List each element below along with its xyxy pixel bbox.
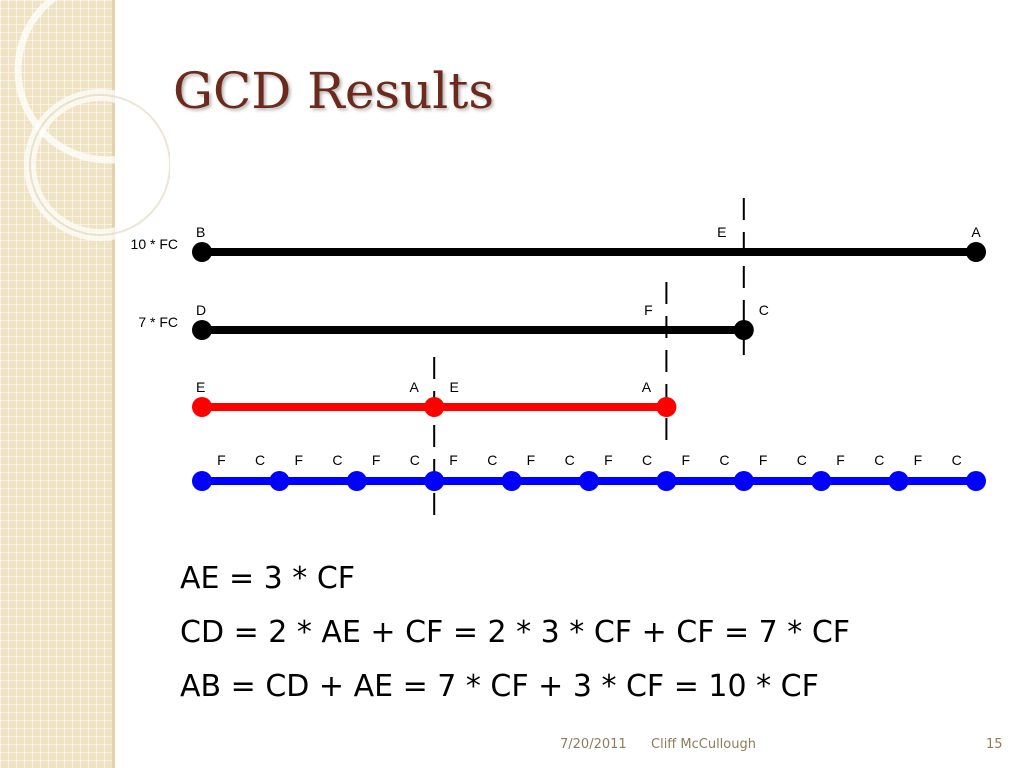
cf-point-dot [966, 471, 986, 491]
cf-point-label-c: C [332, 452, 342, 468]
ae-point-label-a: A [642, 379, 652, 395]
footer-author: Cliff McCullough [651, 737, 756, 752]
cf-point-dot [424, 471, 445, 491]
cf-point-label-f: F [759, 452, 768, 468]
ae-point-dot [192, 397, 212, 417]
cf-point-label-c: C [255, 452, 265, 468]
cd-point-label-c: C [759, 302, 769, 318]
cf-point-dot [811, 471, 832, 491]
equation-cd: CD = 2 * AE + CF = 2 * 3 * CF + CF = 7 *… [180, 615, 851, 650]
cf-point-label-c: C [719, 452, 729, 468]
cf-point-dot [656, 471, 677, 491]
cf-point-label-f: F [372, 452, 381, 468]
ae-point-label-a: A [410, 379, 420, 395]
cf-point-label-f: F [217, 452, 226, 468]
cd-row-label: 7 * FC [138, 314, 178, 330]
sidebar-edge [112, 0, 115, 768]
ab-point-label-b: B [196, 224, 205, 240]
cf-point-dot [888, 471, 909, 491]
ae-point-dot [656, 397, 677, 417]
ae-point-dot [424, 397, 445, 417]
cf-point-label-f: F [836, 452, 845, 468]
ab-point-label-a: A [971, 224, 981, 240]
decorative-rings [14, 0, 170, 241]
decorative-sidebar [0, 0, 112, 768]
cf-point-label-f: F [914, 452, 923, 468]
cf-point-dot [269, 471, 290, 491]
ab-point-dot [192, 242, 212, 262]
cd-point-label-d: D [196, 302, 206, 318]
footer-date: 7/20/2011 [560, 737, 627, 752]
cf-point-label-c: C [487, 452, 497, 468]
ring-small-outline [29, 94, 170, 236]
cf-point-dot [346, 471, 367, 491]
cf-point-label-c: C [797, 452, 807, 468]
cf-point-dot [733, 471, 754, 491]
footer-page-number: 15 [986, 737, 1003, 752]
cd-point-dot [192, 320, 212, 340]
ae-point-label-e: E [450, 379, 459, 395]
cf-point-label-f: F [294, 452, 303, 468]
cf-point-label-c: C [874, 452, 884, 468]
ab-point-label-e: E [717, 224, 726, 240]
equation-ab: AB = CD + AE = 7 * CF + 3 * CF = 10 * CF [180, 669, 819, 704]
cd-point-label-f: F [644, 302, 653, 318]
cf-point-label-f: F [604, 452, 613, 468]
cf-point-label-c: C [642, 452, 652, 468]
ring-small [24, 89, 170, 241]
cf-point-label-f: F [527, 452, 536, 468]
cf-point-label-f: F [449, 452, 458, 468]
ab-row-label: 10 * FC [131, 236, 178, 252]
cf-point-label-c: C [410, 452, 420, 468]
gcd-segment-diagram: 10 * FC B E A 7 * FC D F C E A E A F C F C F C F C F C F C F C F C F… [131, 198, 986, 515]
cf-point-label-f: F [681, 452, 690, 468]
cf-point-dot [579, 471, 599, 491]
equations-block: AE = 3 * CF CD = 2 * AE + CF = 2 * 3 * C… [180, 552, 850, 714]
page-title: GCD Results [173, 62, 495, 120]
equation-ae: AE = 3 * CF [180, 561, 356, 596]
cf-point-label-c: C [565, 452, 575, 468]
cd-point-dot [733, 320, 754, 340]
cf-point-label-c: C [952, 452, 962, 468]
ae-point-label-e: E [196, 379, 205, 395]
cf-point-dot [501, 471, 522, 491]
ab-point-dot [966, 242, 986, 262]
ring-large [14, 0, 170, 164]
cf-point-dot [192, 471, 212, 491]
